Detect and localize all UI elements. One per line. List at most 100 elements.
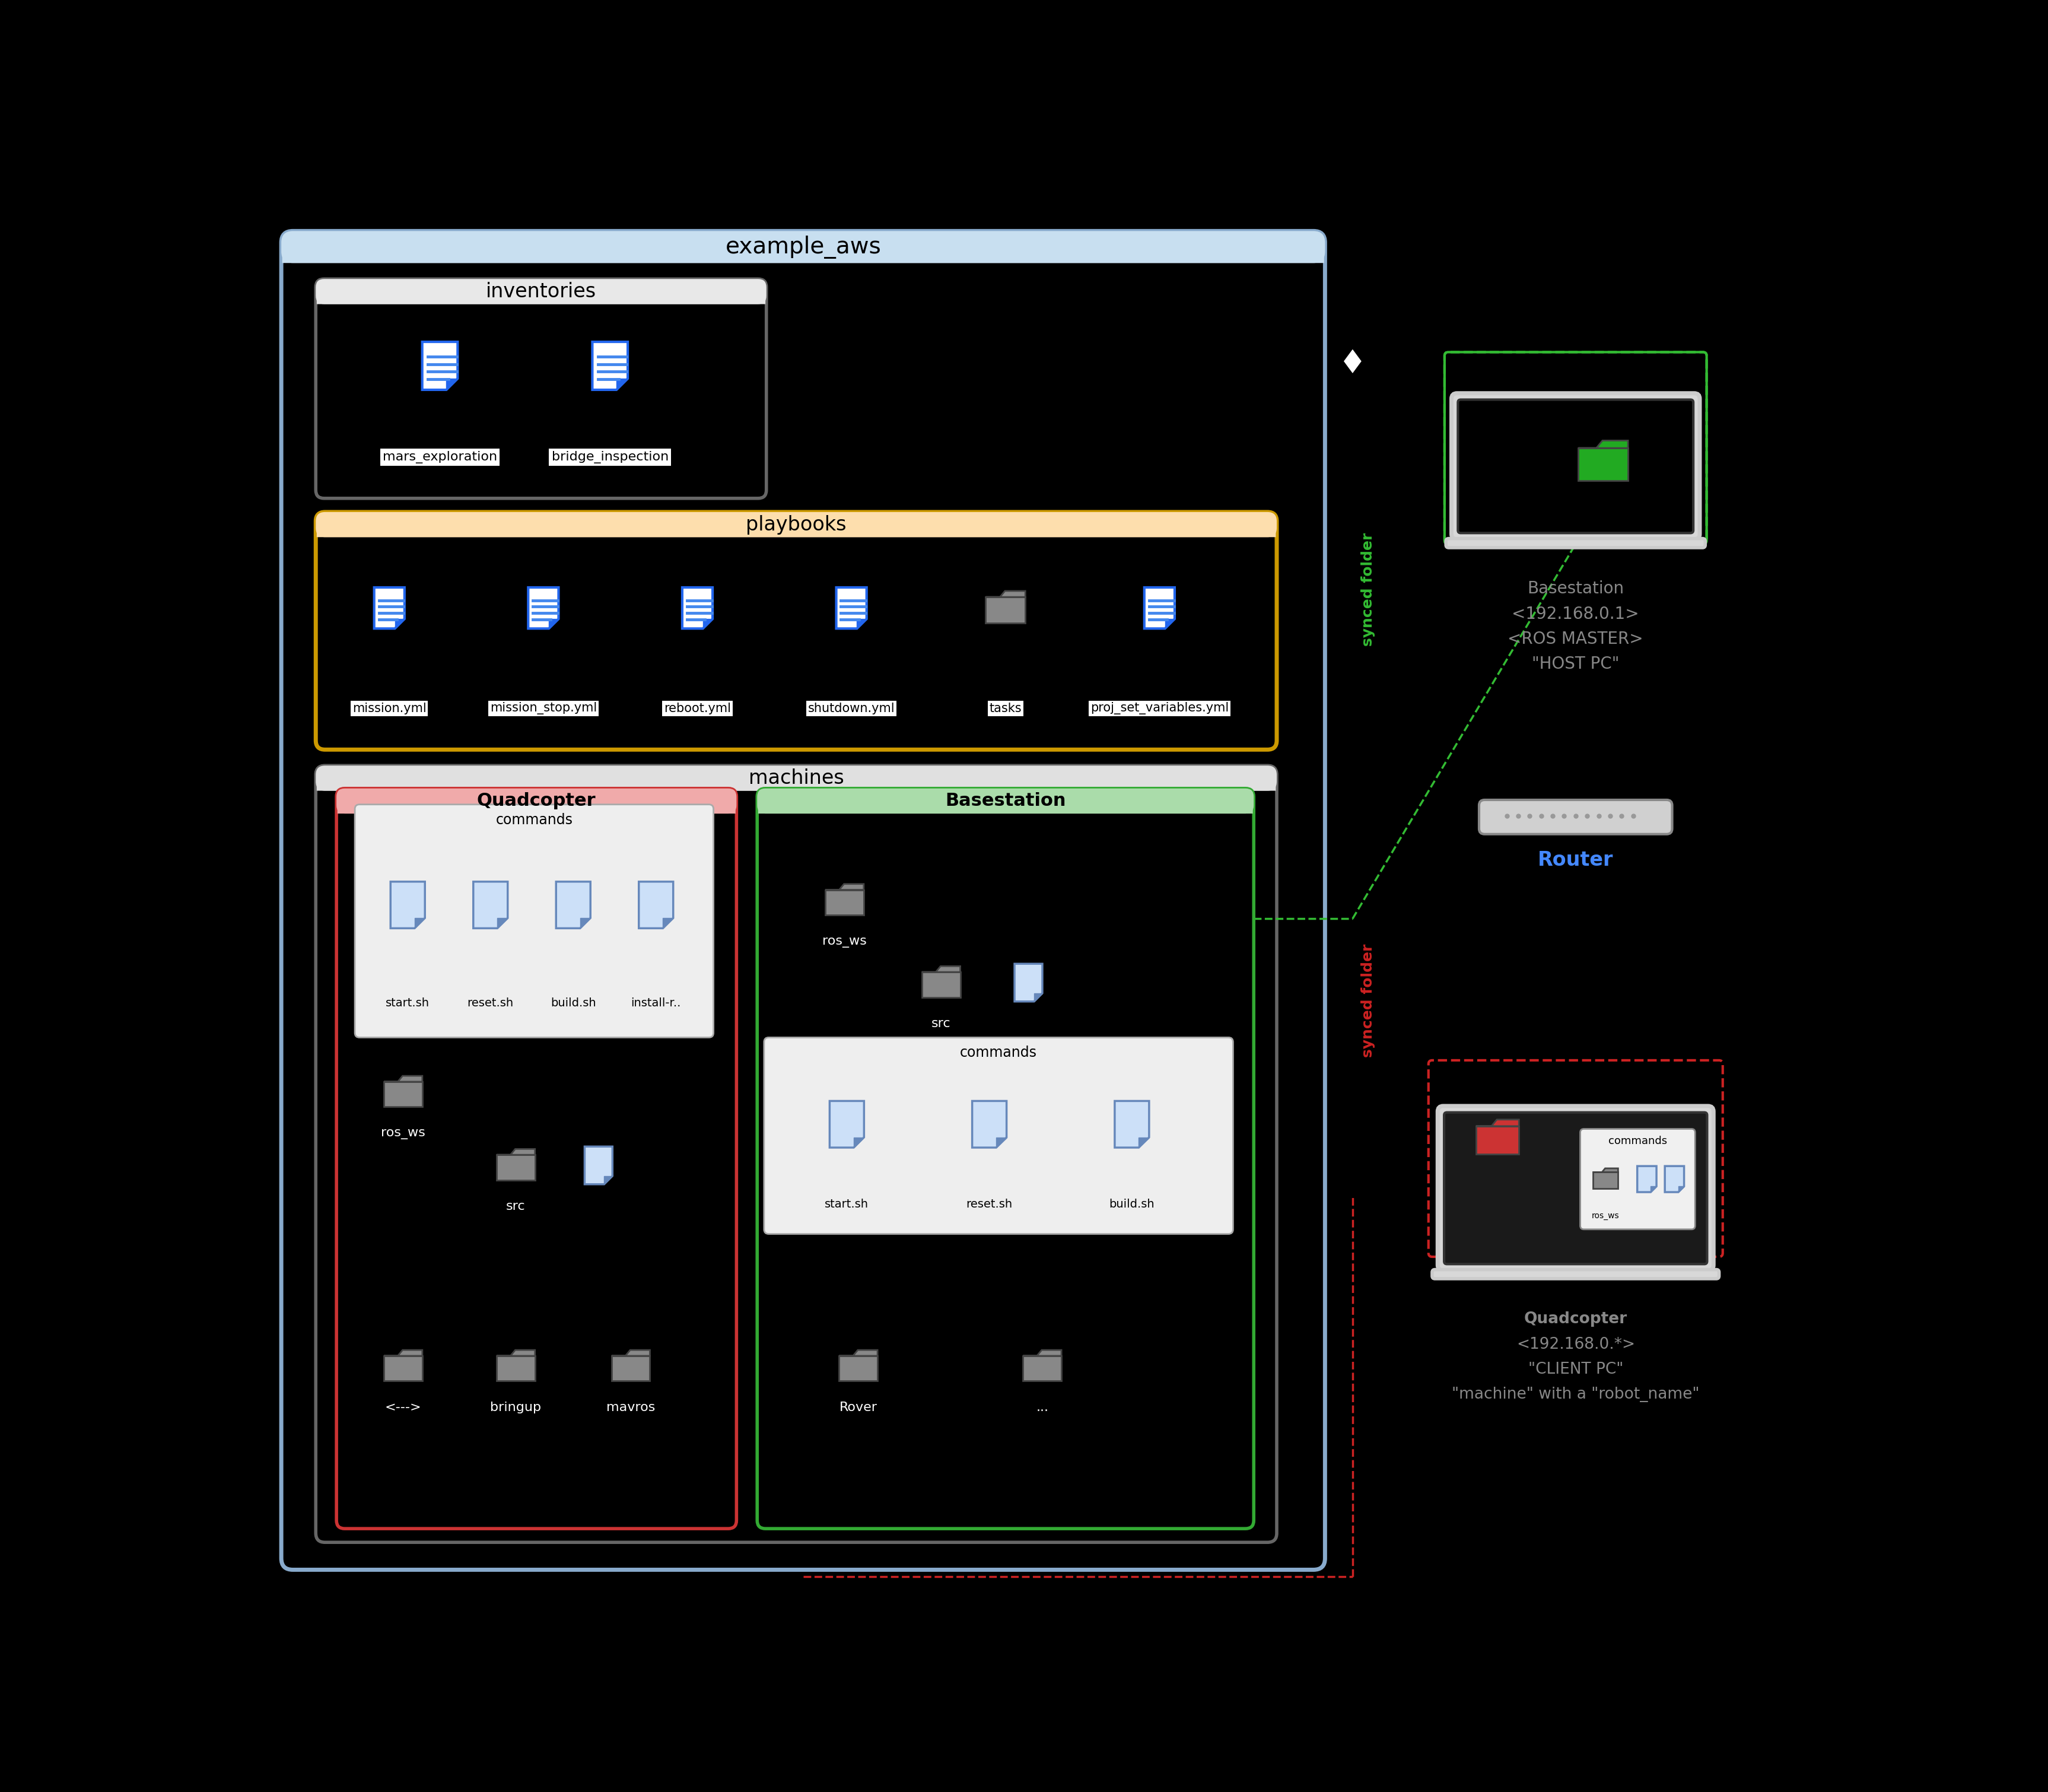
Text: src: src	[506, 1201, 526, 1213]
Text: <ROS MASTER>: <ROS MASTER>	[1507, 631, 1642, 647]
FancyBboxPatch shape	[317, 778, 1276, 790]
Polygon shape	[825, 883, 864, 891]
Polygon shape	[682, 588, 713, 629]
Polygon shape	[1651, 1186, 1657, 1192]
Polygon shape	[854, 1138, 864, 1147]
Polygon shape	[422, 342, 457, 391]
FancyBboxPatch shape	[764, 1038, 1233, 1235]
FancyBboxPatch shape	[1438, 1106, 1714, 1271]
FancyBboxPatch shape	[315, 513, 1276, 749]
Polygon shape	[1139, 1138, 1149, 1147]
Polygon shape	[584, 1147, 612, 1185]
Text: Quadcopter: Quadcopter	[1524, 1312, 1628, 1328]
Polygon shape	[973, 1100, 1006, 1147]
Polygon shape	[383, 1357, 422, 1382]
FancyBboxPatch shape	[1458, 400, 1694, 532]
Polygon shape	[549, 618, 559, 629]
Polygon shape	[1477, 1120, 1520, 1125]
FancyBboxPatch shape	[336, 788, 737, 814]
Text: bridge_inspection: bridge_inspection	[551, 452, 668, 464]
Polygon shape	[922, 971, 961, 996]
FancyBboxPatch shape	[283, 247, 1325, 263]
Text: mars_exploration: mars_exploration	[383, 452, 498, 464]
Text: mission_stop.yml: mission_stop.yml	[489, 702, 596, 715]
Polygon shape	[375, 588, 406, 629]
FancyBboxPatch shape	[281, 231, 1325, 263]
Polygon shape	[1114, 1100, 1149, 1147]
Text: start.sh: start.sh	[385, 998, 430, 1009]
Polygon shape	[473, 882, 508, 928]
FancyBboxPatch shape	[315, 280, 766, 498]
Polygon shape	[664, 918, 674, 928]
Polygon shape	[1343, 348, 1362, 375]
Text: reboot.yml: reboot.yml	[664, 702, 731, 715]
Polygon shape	[580, 918, 590, 928]
Text: Basestation: Basestation	[944, 792, 1065, 810]
FancyBboxPatch shape	[315, 765, 1276, 790]
Polygon shape	[498, 918, 508, 928]
Polygon shape	[1593, 1168, 1618, 1172]
Text: ros_ws: ros_ws	[381, 1127, 426, 1140]
FancyBboxPatch shape	[1581, 1129, 1696, 1229]
Polygon shape	[383, 1075, 422, 1082]
Polygon shape	[496, 1349, 535, 1357]
Text: start.sh: start.sh	[825, 1199, 868, 1210]
Text: bringup: bringup	[489, 1401, 541, 1414]
Text: build.sh: build.sh	[1110, 1199, 1155, 1210]
Polygon shape	[840, 1357, 877, 1382]
Polygon shape	[995, 1138, 1006, 1147]
Polygon shape	[840, 1349, 877, 1357]
Polygon shape	[446, 378, 457, 391]
Polygon shape	[383, 1349, 422, 1357]
Polygon shape	[1034, 993, 1042, 1002]
Text: ros_ws: ros_ws	[1591, 1211, 1620, 1220]
Text: playbooks: playbooks	[745, 514, 846, 534]
Polygon shape	[1145, 588, 1176, 629]
Polygon shape	[557, 882, 590, 928]
Polygon shape	[639, 882, 674, 928]
FancyBboxPatch shape	[338, 801, 735, 814]
FancyBboxPatch shape	[758, 801, 1253, 814]
Polygon shape	[496, 1154, 535, 1179]
Polygon shape	[1024, 1349, 1061, 1357]
Text: src: src	[932, 1018, 950, 1030]
FancyBboxPatch shape	[1446, 539, 1706, 548]
FancyBboxPatch shape	[317, 292, 766, 305]
Text: reset.sh: reset.sh	[967, 1199, 1012, 1210]
Polygon shape	[391, 882, 424, 928]
Polygon shape	[592, 342, 629, 391]
Polygon shape	[604, 1176, 612, 1185]
Polygon shape	[825, 891, 864, 916]
Text: proj_set_variables.yml: proj_set_variables.yml	[1090, 702, 1229, 715]
Text: "CLIENT PC": "CLIENT PC"	[1528, 1362, 1624, 1378]
Text: machines: machines	[750, 769, 844, 788]
Polygon shape	[1665, 1167, 1683, 1192]
Polygon shape	[1579, 441, 1628, 448]
FancyBboxPatch shape	[1432, 1269, 1718, 1279]
Polygon shape	[414, 918, 424, 928]
Text: mission.yml: mission.yml	[352, 702, 426, 715]
Text: build.sh: build.sh	[551, 998, 596, 1009]
Polygon shape	[1593, 1172, 1618, 1188]
Polygon shape	[1024, 1357, 1061, 1382]
Polygon shape	[528, 588, 559, 629]
Text: commands: commands	[961, 1047, 1036, 1059]
FancyBboxPatch shape	[315, 513, 1276, 538]
Polygon shape	[1477, 1125, 1520, 1154]
Polygon shape	[829, 1100, 864, 1147]
Polygon shape	[1677, 1186, 1683, 1192]
Text: "machine" with a "robot_name": "machine" with a "robot_name"	[1452, 1387, 1700, 1403]
Text: synced folder: synced folder	[1360, 532, 1374, 647]
Polygon shape	[922, 966, 961, 971]
Polygon shape	[612, 1349, 649, 1357]
Text: example_aws: example_aws	[725, 235, 881, 258]
Text: Rover: Rover	[840, 1401, 877, 1414]
Polygon shape	[1636, 1167, 1657, 1192]
Text: inventories: inventories	[485, 281, 596, 301]
Text: tasks: tasks	[989, 702, 1022, 715]
Text: Basestation: Basestation	[1528, 581, 1624, 597]
FancyBboxPatch shape	[758, 788, 1253, 814]
Polygon shape	[395, 618, 406, 629]
Text: commands: commands	[496, 812, 573, 826]
Polygon shape	[856, 618, 866, 629]
